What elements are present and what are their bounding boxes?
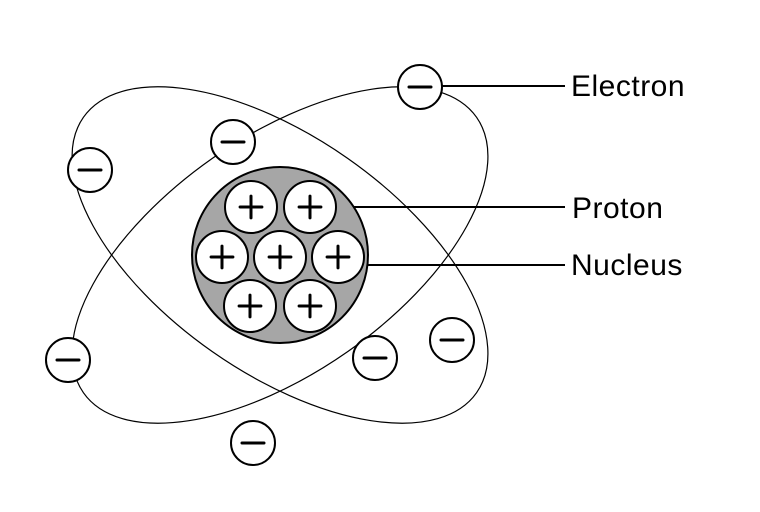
label-electron: Electron — [571, 70, 685, 104]
label-proton: Proton — [572, 192, 663, 226]
label-nucleus: Nucleus — [571, 249, 683, 283]
